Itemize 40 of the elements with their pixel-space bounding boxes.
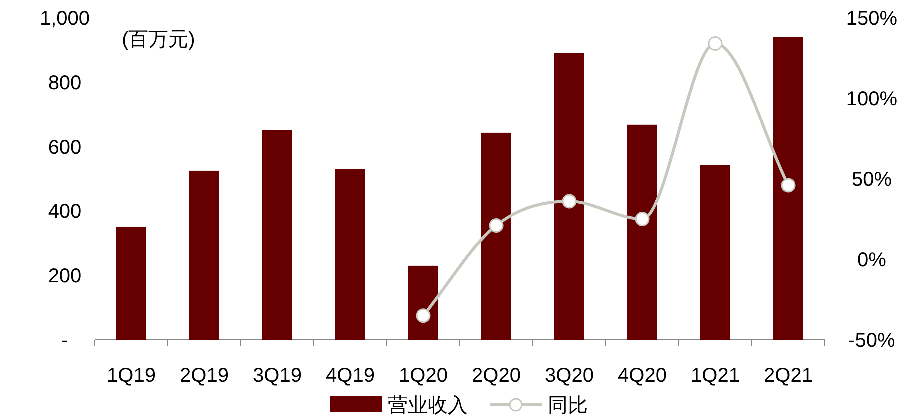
y-tick-label: 600 <box>48 136 82 159</box>
x-tick-label: 2Q19 <box>180 365 229 387</box>
y2-tick-label: 100% <box>846 88 898 110</box>
x-tick-label: 3Q19 <box>253 365 302 387</box>
y2-tick-label: 0% <box>858 250 887 272</box>
y2-tick-label: 150% <box>846 8 898 30</box>
point <box>708 36 723 52</box>
legend-label: 营业收入 <box>388 395 468 417</box>
legend-label: 同比 <box>548 395 588 417</box>
y-tick-label: 800 <box>48 72 82 94</box>
y-tick-label: - <box>62 330 68 352</box>
bar <box>190 170 220 340</box>
bar <box>116 226 146 340</box>
x-tick-label: 3Q20 <box>545 365 594 387</box>
bar <box>628 124 658 340</box>
bar <box>408 266 438 340</box>
x-tick-label: 2Q21 <box>764 365 813 387</box>
x-tick-label: 4Q20 <box>618 365 667 387</box>
bar <box>482 132 512 340</box>
x-tick-label: 2Q20 <box>472 365 521 387</box>
bar <box>262 130 292 340</box>
bar <box>774 37 804 340</box>
point <box>489 218 504 233</box>
annotation: (百万元) <box>122 29 196 51</box>
y-tick-label: 400 <box>48 201 82 224</box>
point <box>562 194 577 209</box>
bar <box>554 53 584 340</box>
point <box>781 178 796 193</box>
point <box>635 212 650 226</box>
y2-tick-label: 50% <box>852 169 892 191</box>
x-tick-label: 1Q21 <box>691 365 740 387</box>
y-tick-label: 1,000 <box>40 8 90 30</box>
x-tick-label: 4Q19 <box>326 365 375 387</box>
x-tick-label: 1Q19 <box>107 365 156 387</box>
bar <box>336 169 366 340</box>
y-tick-label: 200 <box>48 266 82 288</box>
bar <box>700 165 730 340</box>
point <box>416 308 431 324</box>
y2-tick-label: -50% <box>848 330 896 352</box>
x-tick-label: 1Q20 <box>399 365 448 387</box>
